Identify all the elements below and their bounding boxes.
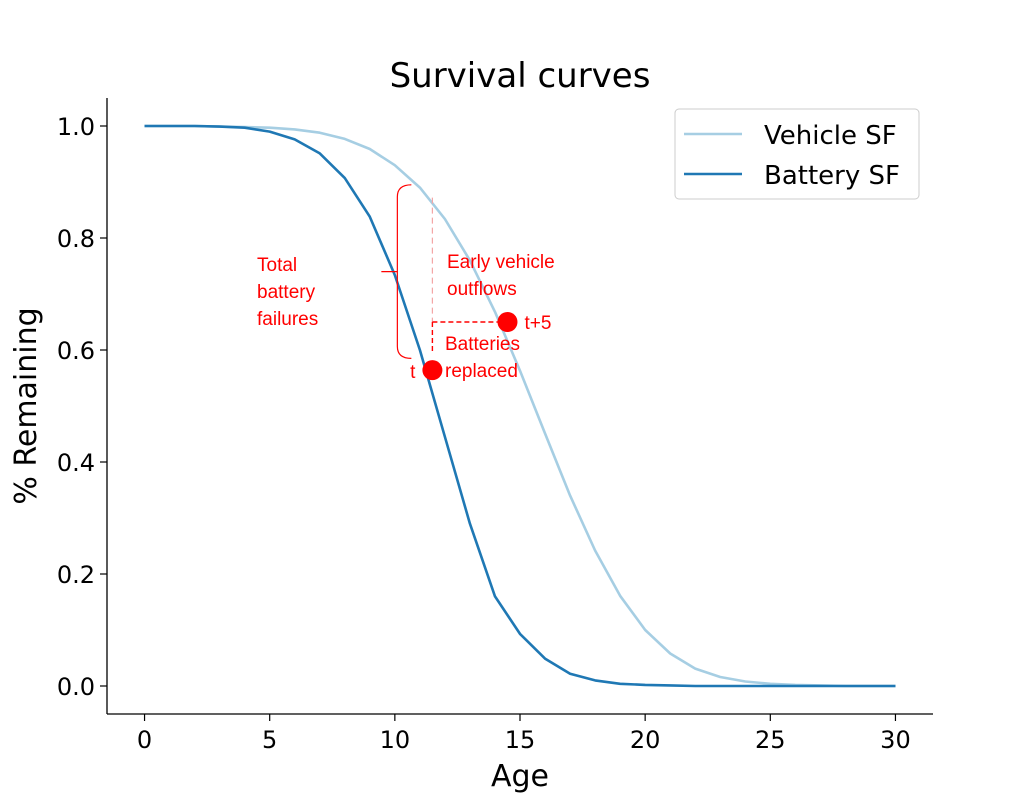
total-failures-bracket <box>396 184 412 359</box>
series-layer <box>144 124 896 688</box>
legend-label-battery: Battery SF <box>764 161 900 191</box>
x-tick-label: 15 <box>505 726 536 754</box>
chart-title: Survival curves <box>390 56 651 96</box>
legend: Vehicle SF Battery SF <box>674 108 920 200</box>
point-t-label: t <box>410 362 416 383</box>
x-tick-label: 10 <box>380 726 411 754</box>
y-tick-label: 0.6 <box>57 337 95 365</box>
y-tick-label: 1.0 <box>57 113 95 141</box>
x-tick-label: 30 <box>880 726 911 754</box>
y-axis-label: % Remaining <box>9 307 44 504</box>
point-t5-marker <box>497 312 518 332</box>
legend-frame <box>674 108 920 200</box>
y-tick-label: 0.8 <box>57 225 95 253</box>
series-line-battery-sf <box>144 124 896 688</box>
y-tick-label: 0.4 <box>57 449 95 477</box>
y-tick-label: 0.2 <box>57 561 95 589</box>
batteries-replaced-label: Batteries <box>445 334 520 355</box>
x-tick-label: 0 <box>137 726 152 754</box>
y-tick-label: 0.0 <box>57 673 95 701</box>
batteries-replaced-label: replaced <box>445 361 518 382</box>
point-t5-label: t+5 <box>524 313 551 334</box>
x-tick-label: 20 <box>630 726 661 754</box>
axes: 0 5 10 15 20 25 30 0.0 0.2 0.4 0.6 0.8 1.0 <box>57 98 933 754</box>
annotation-layer: t t+5 Total battery failures Early vehicle out… <box>257 184 555 383</box>
point-t-marker <box>422 360 443 381</box>
total-failures-label: failures <box>257 309 318 330</box>
early-outflows-label: outflows <box>447 279 517 300</box>
x-tick-label: 25 <box>755 726 786 754</box>
x-tick-label: 5 <box>262 726 277 754</box>
legend-label-vehicle: Vehicle SF <box>764 121 897 151</box>
x-axis-label: Age <box>491 759 549 794</box>
total-failures-label: Total <box>257 255 297 276</box>
total-failures-label: battery <box>257 282 316 303</box>
series-line-vehicle-sf <box>144 124 896 688</box>
early-outflows-label: Early vehicle <box>447 252 555 273</box>
